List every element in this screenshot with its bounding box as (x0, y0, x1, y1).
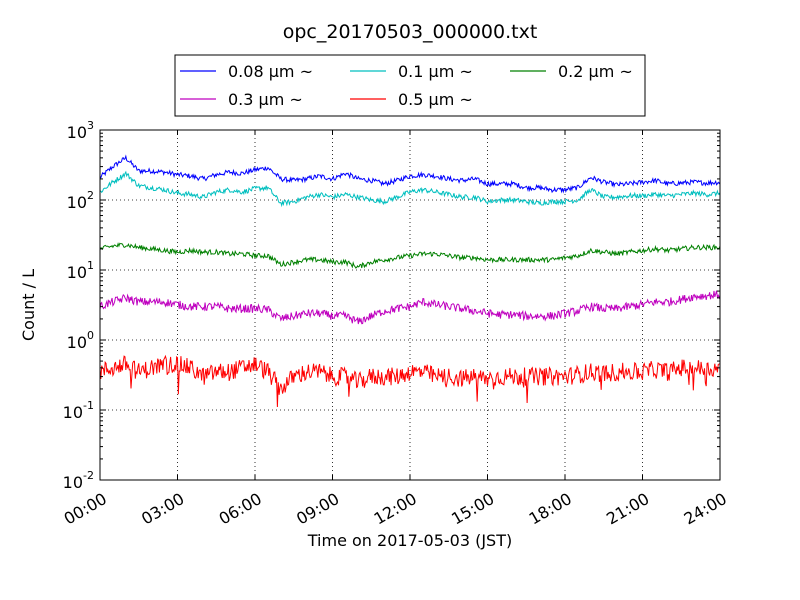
legend-label-1: 0.1 μm ~ (398, 62, 473, 81)
legend-label-3: 0.3 μm ~ (228, 90, 303, 109)
series-line-4 (99, 354, 721, 407)
series-line-3 (99, 290, 721, 325)
plot-area (99, 129, 721, 481)
x-tick-label: 12:00 (371, 489, 420, 529)
legend-label-4: 0.5 μm ~ (398, 90, 473, 109)
y-tick-label: 100 (67, 329, 94, 352)
chart-title: opc_20170503_000000.txt (283, 21, 538, 43)
x-tick-label: 03:00 (138, 489, 187, 529)
series-line-1 (99, 170, 721, 208)
x-tick-label: 21:00 (603, 489, 652, 529)
x-tick-label: 00:00 (61, 489, 110, 529)
ticks (99, 129, 721, 481)
x-tick-labels: 00:00 03:00 06:00 09:00 12:00 15:00 18:00 21:00… (61, 489, 730, 529)
series-line-0 (99, 154, 721, 194)
grid (100, 130, 720, 480)
y-tick-label: 103 (67, 119, 94, 142)
y-axis-label: Count / L (19, 269, 38, 341)
series-group (99, 154, 721, 407)
x-axis-label: Time on 2017-05-03 (JST) (307, 531, 512, 550)
y-tick-labels: 10-2 10-1 100 101 102 103 (63, 119, 94, 492)
y-tick-label: 10-1 (63, 399, 94, 422)
legend-label-2: 0.2 μm ~ (558, 62, 633, 81)
x-tick-label: 06:00 (216, 489, 265, 529)
x-tick-label: 18:00 (526, 489, 575, 529)
series-line-2 (99, 242, 721, 269)
legend-items: 0.08 μm ~ 0.1 μm ~ 0.2 μm ~ 0.3 μm ~ 0.5 μm … (180, 62, 633, 109)
y-tick-label: 10-2 (63, 469, 94, 492)
x-tick-label: 15:00 (448, 489, 497, 529)
y-tick-label: 102 (67, 189, 94, 212)
x-tick-label: 24:00 (681, 489, 730, 529)
y-tick-label: 101 (67, 259, 94, 282)
legend: 0.08 μm ~ 0.1 μm ~ 0.2 μm ~ 0.3 μm ~ 0.5 μm … (174, 54, 646, 117)
legend-box (174, 54, 646, 117)
legend-label-0: 0.08 μm ~ (228, 62, 313, 81)
x-tick-label: 09:00 (293, 489, 342, 529)
